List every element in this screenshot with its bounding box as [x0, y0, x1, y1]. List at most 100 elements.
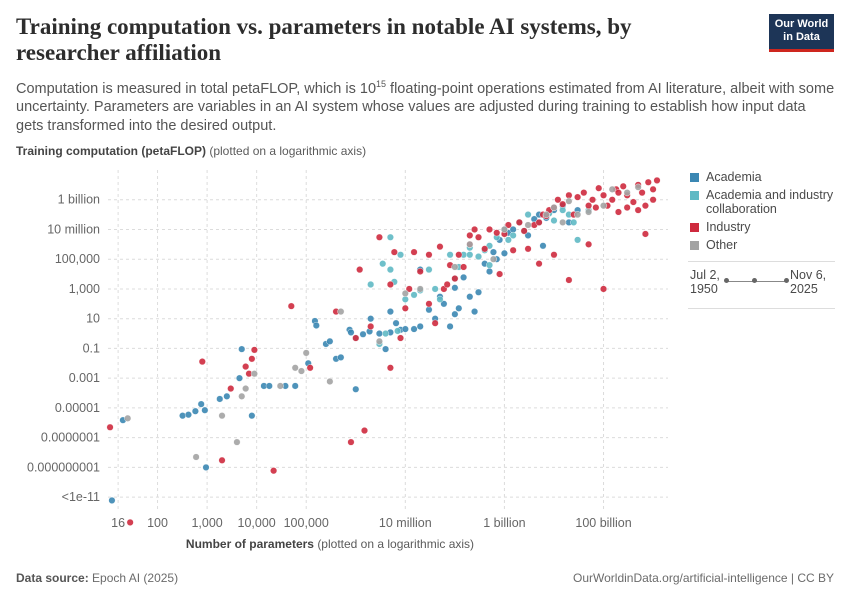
data-point[interactable]: [425, 251, 433, 259]
data-point[interactable]: [574, 193, 582, 201]
data-point[interactable]: [401, 289, 409, 297]
data-point[interactable]: [520, 227, 528, 235]
series-other[interactable]: [124, 183, 642, 461]
data-point[interactable]: [184, 411, 192, 419]
data-point[interactable]: [397, 334, 405, 342]
timeline-mid-handle[interactable]: [752, 278, 757, 283]
data-point[interactable]: [367, 280, 375, 288]
data-point[interactable]: [524, 211, 532, 219]
data-point[interactable]: [524, 221, 532, 229]
data-point[interactable]: [550, 204, 558, 212]
data-point[interactable]: [500, 249, 508, 257]
data-point[interactable]: [248, 412, 256, 420]
timeline-slider[interactable]: Jul 2, 1950 Nov 6, 2025: [688, 261, 835, 309]
data-point[interactable]: [265, 382, 273, 390]
data-point[interactable]: [397, 251, 405, 259]
data-point[interactable]: [386, 266, 394, 274]
legend-item-other[interactable]: Other: [690, 238, 840, 252]
data-point[interactable]: [489, 248, 497, 256]
data-point[interactable]: [367, 322, 375, 330]
data-point[interactable]: [375, 330, 383, 338]
data-point[interactable]: [359, 330, 367, 338]
data-point[interactable]: [124, 414, 132, 422]
data-source-value[interactable]: Epoch AI (2025): [92, 571, 179, 585]
data-point[interactable]: [509, 246, 517, 254]
legend-item-industry[interactable]: Industry: [690, 220, 840, 234]
data-point[interactable]: [106, 423, 114, 431]
data-point[interactable]: [460, 263, 468, 271]
data-point[interactable]: [410, 291, 418, 299]
data-point[interactable]: [565, 191, 573, 199]
series-academia[interactable]: [108, 202, 582, 504]
data-point[interactable]: [394, 327, 402, 335]
data-point[interactable]: [475, 233, 483, 241]
data-point[interactable]: [623, 204, 631, 212]
data-point[interactable]: [248, 355, 256, 363]
data-point[interactable]: [471, 308, 479, 316]
data-point[interactable]: [475, 288, 483, 296]
data-point[interactable]: [382, 345, 390, 353]
data-point[interactable]: [580, 189, 588, 197]
data-point[interactable]: [653, 176, 661, 184]
data-point[interactable]: [382, 330, 390, 338]
data-point[interactable]: [312, 321, 320, 329]
data-point[interactable]: [554, 196, 562, 204]
data-point[interactable]: [535, 218, 543, 226]
data-point[interactable]: [410, 325, 418, 333]
data-point[interactable]: [179, 412, 187, 420]
data-point[interactable]: [585, 240, 593, 248]
data-point[interactable]: [306, 364, 314, 372]
data-point[interactable]: [600, 285, 608, 293]
data-point[interactable]: [216, 395, 224, 403]
data-point[interactable]: [614, 189, 622, 197]
data-point[interactable]: [641, 202, 649, 210]
data-point[interactable]: [559, 218, 567, 226]
data-point[interactable]: [550, 251, 558, 259]
data-point[interactable]: [302, 349, 310, 357]
data-point[interactable]: [367, 315, 375, 323]
data-point[interactable]: [347, 328, 355, 336]
data-point[interactable]: [410, 248, 418, 256]
data-point[interactable]: [608, 185, 616, 193]
data-point[interactable]: [509, 231, 517, 239]
data-point[interactable]: [287, 302, 295, 310]
data-point[interactable]: [223, 392, 231, 400]
data-point[interactable]: [638, 189, 646, 197]
data-point[interactable]: [425, 300, 433, 308]
data-point[interactable]: [233, 438, 241, 446]
data-point[interactable]: [227, 385, 235, 393]
data-point[interactable]: [608, 196, 616, 204]
data-point[interactable]: [360, 427, 368, 435]
data-point[interactable]: [446, 322, 454, 330]
data-point[interactable]: [623, 189, 631, 197]
data-point[interactable]: [585, 208, 593, 216]
data-point[interactable]: [539, 242, 547, 250]
data-point[interactable]: [451, 275, 459, 283]
data-point[interactable]: [524, 245, 532, 253]
data-point[interactable]: [401, 304, 409, 312]
data-point[interactable]: [108, 496, 116, 504]
data-point[interactable]: [416, 285, 424, 293]
data-point[interactable]: [436, 243, 444, 251]
data-point[interactable]: [559, 200, 567, 208]
data-point[interactable]: [589, 196, 597, 204]
data-point[interactable]: [238, 392, 246, 400]
data-point[interactable]: [614, 208, 622, 216]
data-point[interactable]: [192, 453, 200, 461]
data-point[interactable]: [218, 412, 226, 420]
data-point[interactable]: [493, 229, 501, 237]
data-point[interactable]: [235, 374, 243, 382]
data-point[interactable]: [276, 382, 284, 390]
data-point[interactable]: [451, 310, 459, 318]
data-point[interactable]: [379, 260, 387, 268]
data-point[interactable]: [431, 319, 439, 327]
data-point[interactable]: [504, 221, 512, 229]
data-point[interactable]: [218, 456, 226, 464]
data-point[interactable]: [451, 263, 459, 271]
data-point[interactable]: [390, 248, 398, 256]
data-point[interactable]: [440, 300, 448, 308]
data-point[interactable]: [535, 260, 543, 268]
data-point[interactable]: [565, 276, 573, 284]
data-point[interactable]: [198, 358, 206, 366]
timeline-start-handle[interactable]: [724, 278, 729, 283]
